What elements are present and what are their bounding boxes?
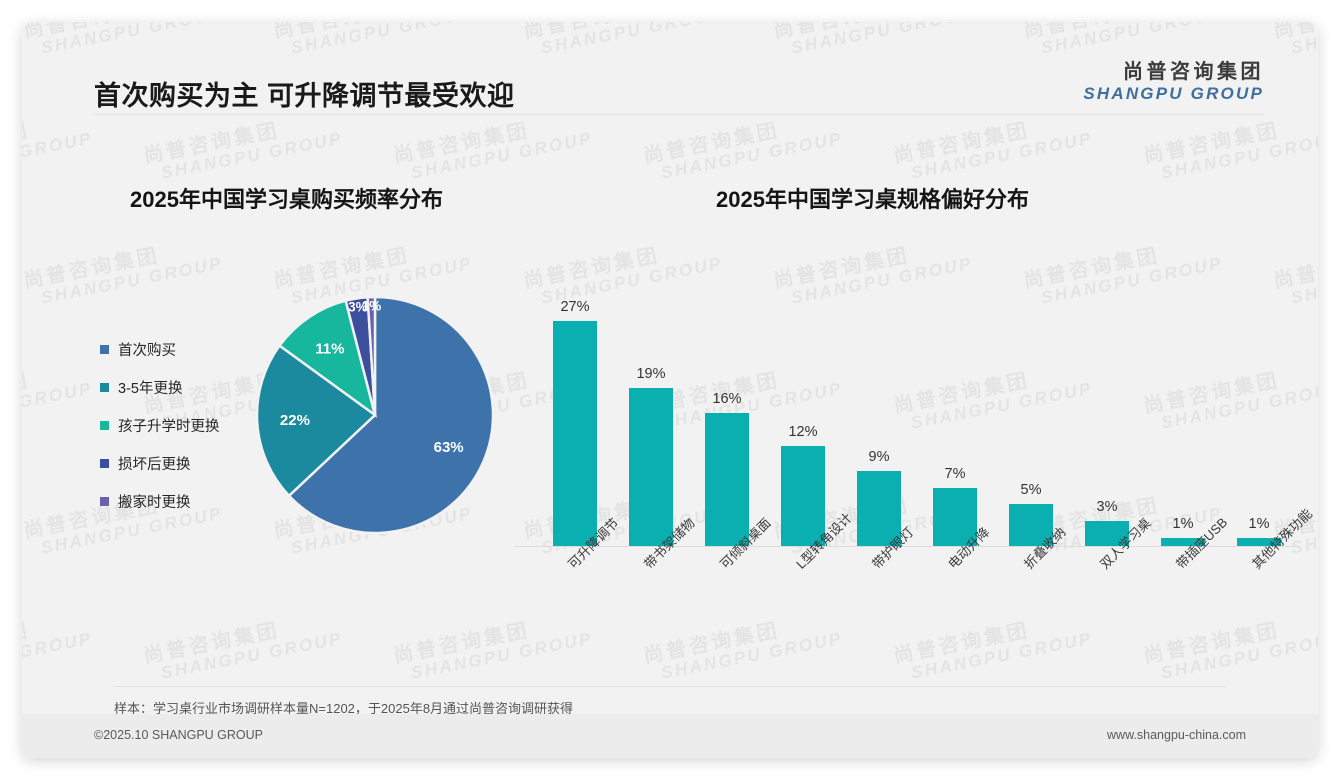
pie-chart-title: 2025年中国学习桌购买频率分布 xyxy=(130,187,443,212)
bar-value-label: 16% xyxy=(712,390,742,407)
bar-value-label: 5% xyxy=(1020,482,1042,499)
pie-slice[interactable] xyxy=(366,295,377,416)
pie-slice[interactable] xyxy=(255,343,377,498)
bar-value-label: 27% xyxy=(560,299,590,315)
bar-column[interactable]: 12% xyxy=(765,424,841,546)
legend-swatch-icon xyxy=(100,344,109,354)
bar-value-label: 3% xyxy=(1096,499,1118,515)
bar-value-label: 1% xyxy=(1248,515,1270,532)
bar-rect[interactable] xyxy=(781,446,825,546)
source-note: 样本：学习桌行业市场调研样本量N=1202，于2025年8月通过尚普咨询调研获得 xyxy=(114,701,574,716)
legend-swatch-icon xyxy=(100,458,109,468)
brand-logo-cn: 尚普咨询集团 xyxy=(1123,61,1264,83)
pie-legend-label: 3-5年更换 xyxy=(118,380,183,397)
pie-slice[interactable] xyxy=(287,295,495,535)
bar-rect[interactable] xyxy=(1085,521,1129,546)
bar-chart-panel: 27% 19% 16% 12% 9% 7% 5% 3% 1% 1% 可升降调节 带书架储物 可倾斜桌面… xyxy=(477,257,1315,657)
bar-column[interactable]: 19% xyxy=(613,366,689,546)
footer-bar: ©2025.10 SHANGPU GROUP www.shangpu-china… xyxy=(22,714,1318,758)
pie-legend-label: 首次购买 xyxy=(118,342,176,359)
bar-rect[interactable] xyxy=(933,487,977,546)
legend-swatch-icon xyxy=(100,382,109,392)
source-divider xyxy=(114,686,1226,687)
legend-swatch-icon xyxy=(100,496,109,506)
bar-column[interactable]: 9% xyxy=(841,449,917,546)
bar-chart-plot: 27% 19% 16% 12% 9% 7% 5% 3% 1% 1% xyxy=(515,257,1298,547)
pie-legend-item[interactable]: 搬家时更换 xyxy=(100,482,270,520)
slide-header: 首次购买为主 可升降调节最受欢迎 尚普咨询集团 SHANGPU GROUP xyxy=(22,22,1318,120)
bar-rect[interactable] xyxy=(629,387,673,546)
bar-column[interactable]: 1% xyxy=(1145,516,1221,546)
bar-rect[interactable] xyxy=(553,321,597,546)
pie-slice-value: 1% xyxy=(362,298,382,313)
pie-chart-graphic: 63% 22% 11% 3%1% xyxy=(255,295,495,535)
pie-legend-label: 搬家时更换 xyxy=(118,494,191,511)
bar-column[interactable]: 7% xyxy=(917,466,993,546)
bar-value-label: 19% xyxy=(636,365,666,382)
pie-legend-label: 损坏后更换 xyxy=(118,456,191,473)
brand-logo: 尚普咨询集团 SHANGPU GROUP xyxy=(1083,60,1264,104)
bar-column[interactable]: 3% xyxy=(1069,499,1145,546)
bar-column[interactable]: 5% xyxy=(993,482,1069,546)
pie-legend-item[interactable]: 首次购买 xyxy=(100,330,270,368)
bar-value-label: 9% xyxy=(868,449,890,465)
pie-slice-value: 11% xyxy=(315,341,344,358)
bar-value-label: 7% xyxy=(944,465,966,482)
brand-logo-en: SHANGPU GROUP xyxy=(1083,84,1264,103)
pie-slice-value: 3% xyxy=(348,300,368,315)
pie-legend-item[interactable]: 3-5年更换 xyxy=(100,368,270,406)
bar-column[interactable]: 27% xyxy=(537,299,613,546)
page-title: 首次购买为主 可升降调节最受欢迎 xyxy=(94,81,515,111)
pie-legend: 首次购买 3-5年更换孩子升学时更换 损坏后更换搬家时更换 xyxy=(100,330,270,520)
bar-column[interactable]: 1% xyxy=(1221,516,1297,546)
bar-chart-title: 2025年中国学习桌规格偏好分布 xyxy=(716,187,1029,212)
header-divider xyxy=(94,114,1264,115)
pie-slice-value: 63% xyxy=(434,439,464,456)
bar-value-label: 1% xyxy=(1172,515,1194,532)
bar-rect[interactable] xyxy=(1161,537,1205,546)
pie-chart-panel: 首次购买 3-5年更换孩子升学时更换 损坏后更换搬家时更换 63% 22% 11% 3% 1… xyxy=(62,252,522,612)
bar-rect[interactable] xyxy=(857,471,901,546)
pie-legend-item[interactable]: 孩子升学时更换 xyxy=(100,406,270,444)
legend-swatch-icon xyxy=(100,420,109,430)
bar-axis-baseline xyxy=(515,546,1298,547)
pie-legend-label: 孩子升学时更换 xyxy=(118,418,220,435)
website-link[interactable]: www.shangpu-china.com xyxy=(1107,728,1246,742)
pie-slice[interactable] xyxy=(277,299,378,419)
bar-value-label: 12% xyxy=(788,424,818,440)
copyright-text: ©2025.10 SHANGPU GROUP xyxy=(94,728,263,742)
bar-column[interactable]: 16% xyxy=(689,391,765,546)
bar-rect[interactable] xyxy=(705,412,749,546)
pie-legend-item[interactable]: 损坏后更换 xyxy=(100,444,270,482)
bar-rect[interactable] xyxy=(1009,504,1053,546)
bar-rect[interactable] xyxy=(1237,537,1281,546)
pie-slice-value: 22% xyxy=(280,412,310,429)
